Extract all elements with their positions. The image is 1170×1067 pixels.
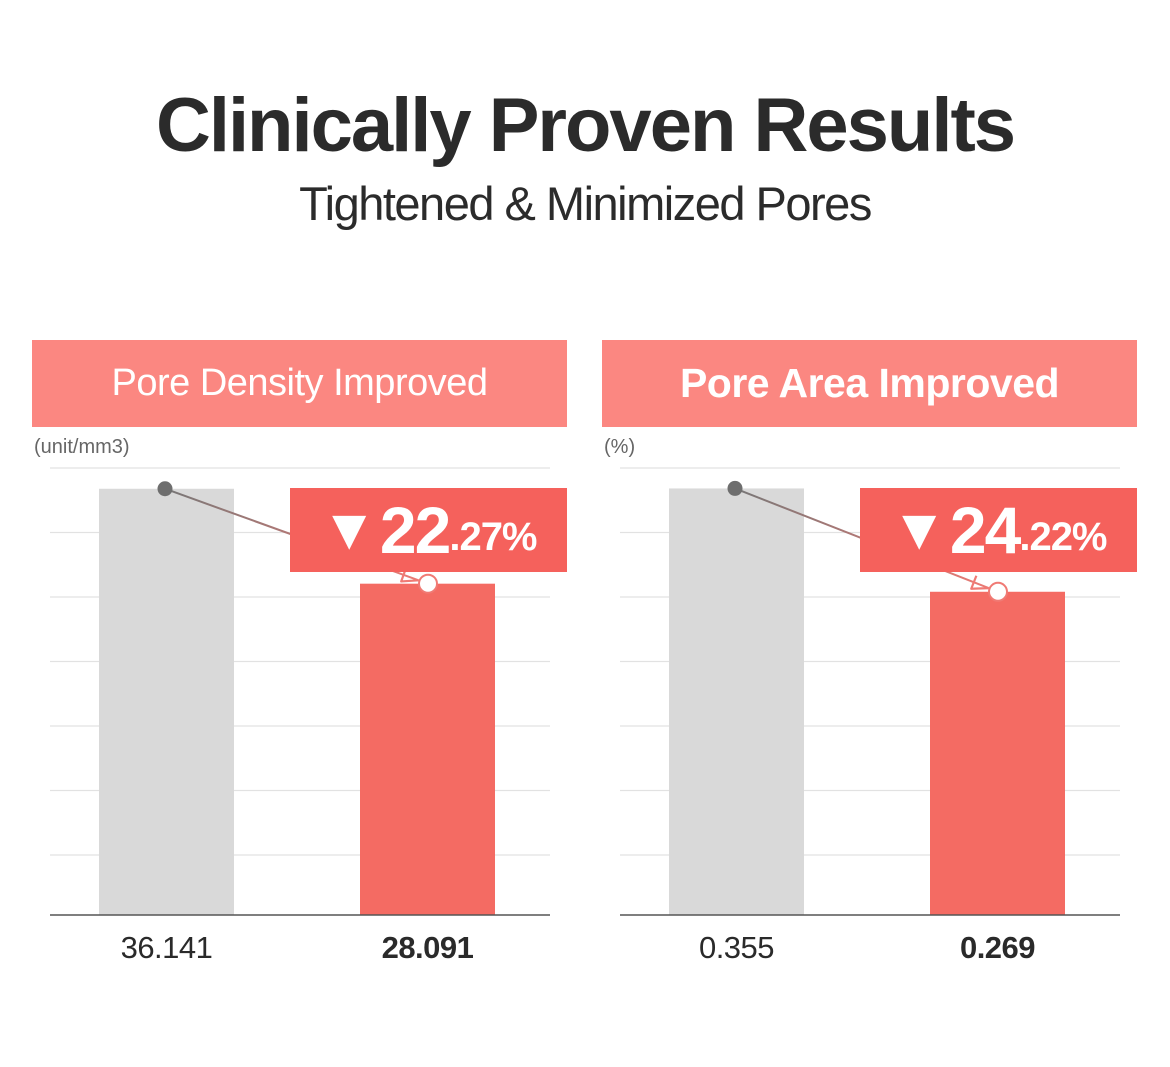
down-triangle-icon: ▼ (890, 497, 948, 562)
start-point-marker (157, 481, 173, 497)
before-value-label: 36.141 (120, 930, 213, 965)
end-point-marker (988, 581, 1008, 602)
before-bar (669, 488, 804, 915)
start-point-marker (727, 480, 743, 496)
y-axis-unit-label: (unit/mm3) (34, 436, 130, 458)
page-title: Clinically Proven Results (155, 83, 1016, 168)
pore-density-chart: Pore Density Improved (unit/mm3) 36.141 … (32, 340, 567, 1040)
chart-plot (50, 467, 550, 916)
reduction-value-integer: 22 (379, 493, 451, 567)
chart-title: Pore Area Improved (602, 340, 1137, 427)
y-axis-unit-label: (%) (604, 436, 636, 458)
after-value-label: 0.269 (959, 930, 1036, 965)
reduction-value-decimal: .22% (1019, 515, 1107, 559)
reduction-value-integer: 24 (949, 493, 1021, 567)
after-value-label: 28.091 (381, 930, 474, 965)
reduction-badge: ▼ 22 .27% (290, 488, 567, 572)
reduction-value-decimal: .27% (449, 515, 537, 559)
before-bar (99, 488, 234, 915)
reduction-badge: ▼ 24 .22% (860, 488, 1137, 572)
pore-area-chart: Pore Area Improved (%) 0.355 0.269 ▼ 24 … (602, 340, 1137, 1040)
after-bar (930, 591, 1065, 915)
before-value-label: 0.355 (698, 930, 775, 965)
after-bar (360, 583, 495, 915)
chart-title: Pore Density Improved (32, 340, 567, 427)
arrow-head-icon (970, 575, 989, 590)
arrow-head-icon (400, 567, 419, 583)
down-triangle-icon: ▼ (320, 497, 378, 562)
page-subtitle: Tightened & Minimized Pores (299, 177, 872, 230)
end-point-marker (418, 573, 438, 594)
